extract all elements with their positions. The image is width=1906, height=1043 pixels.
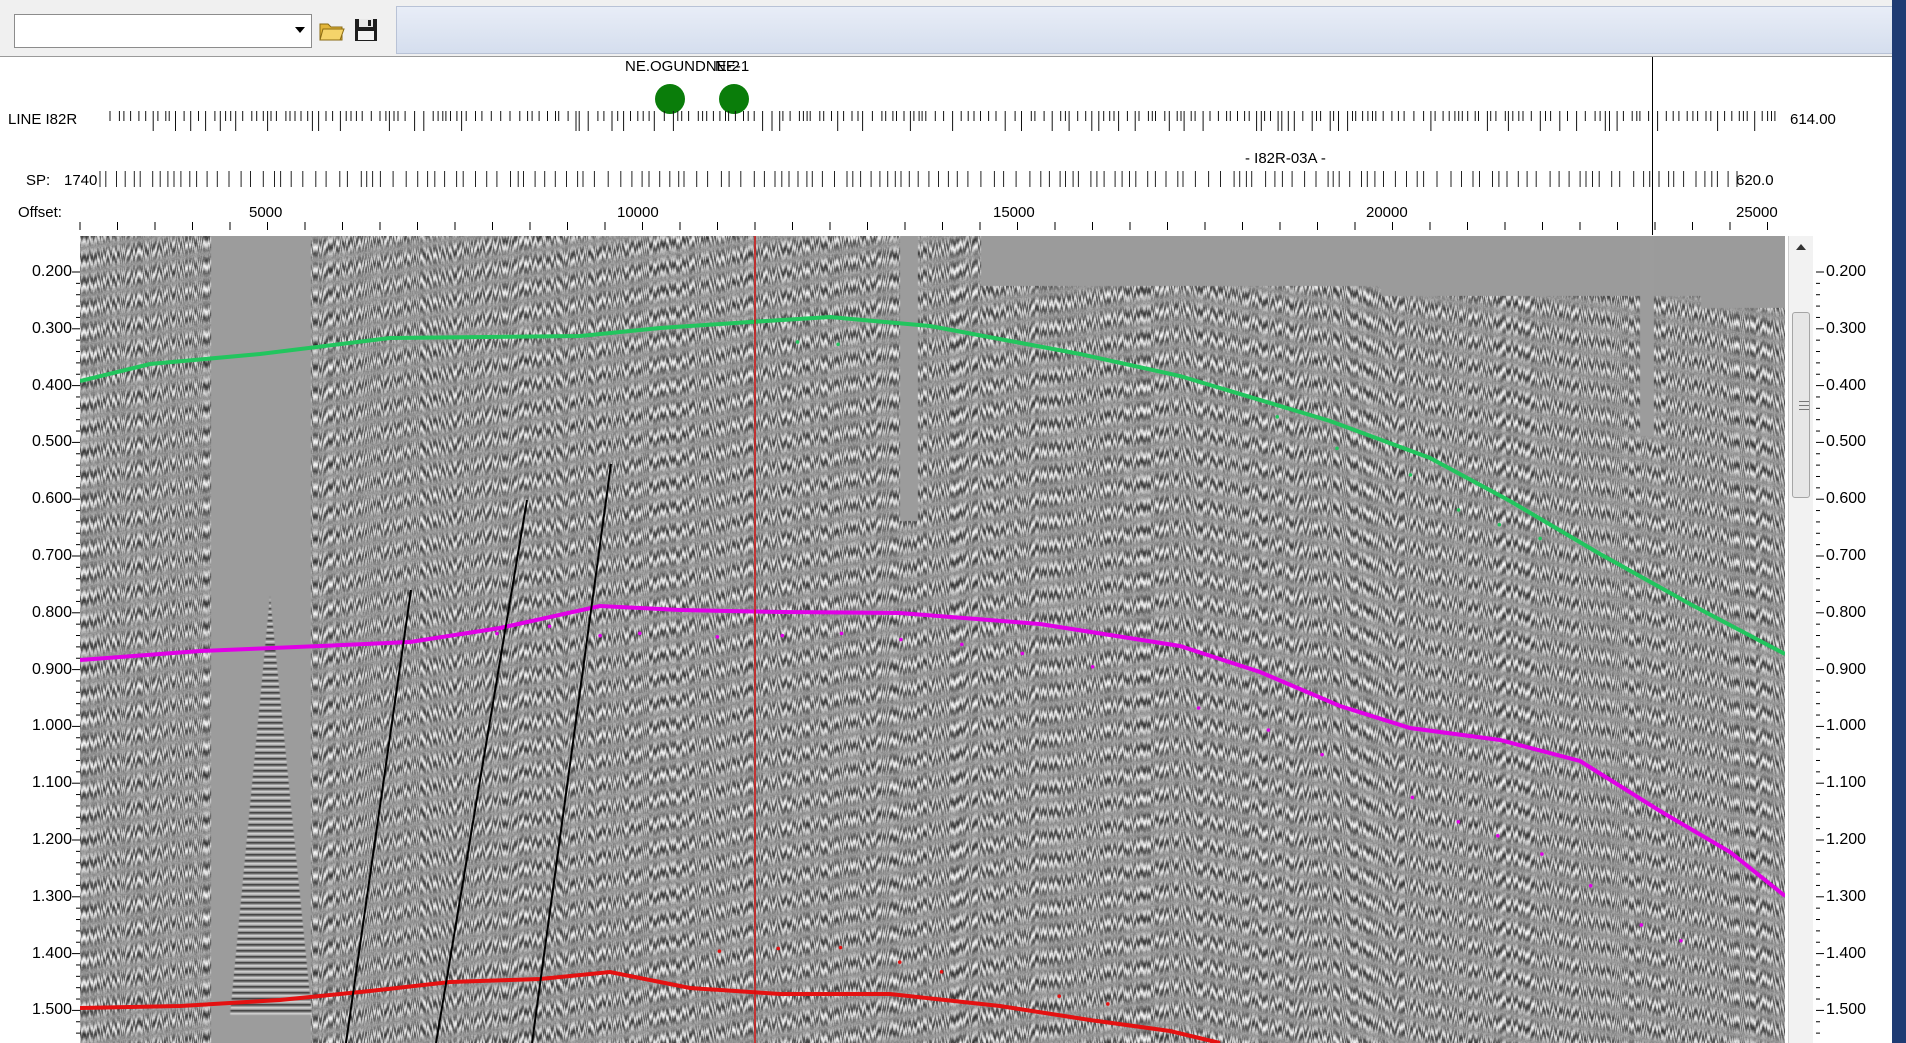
offset-tick-label: 20000 xyxy=(1366,204,1408,221)
well-markers xyxy=(655,84,749,114)
well-marker-icon[interactable] xyxy=(719,84,749,114)
time-axis-label: 0.500 xyxy=(32,433,73,450)
fault-line[interactable] xyxy=(531,463,612,1043)
offset-tick-label: 5000 xyxy=(249,204,283,221)
line-end-value: 614.00 xyxy=(1790,111,1836,128)
offset-tick-label: 25000 xyxy=(1736,204,1778,221)
well-marker-icon[interactable] xyxy=(655,84,685,114)
time-axis-label: 0.800 xyxy=(32,604,73,621)
time-axis-label: 0.400 xyxy=(1826,377,1867,394)
toolbar xyxy=(0,0,1906,57)
time-axis-label: 0.500 xyxy=(1826,433,1867,450)
vertical-scrollbar[interactable] xyxy=(1788,236,1813,1043)
time-axis-label: 1.100 xyxy=(32,774,73,791)
section-select[interactable] xyxy=(14,14,312,48)
time-axis-label: 0.200 xyxy=(1826,263,1867,280)
interpretation-overlay xyxy=(80,236,1785,1043)
time-axis-ticks xyxy=(72,271,80,1034)
time-axis-label: 0.800 xyxy=(1826,604,1867,621)
offset-tick-label: 10000 xyxy=(617,204,659,221)
time-axis-label: 0.600 xyxy=(1826,490,1867,507)
window-edge xyxy=(1892,0,1906,1043)
time-axis-label: 0.700 xyxy=(32,547,73,564)
header-divider-line xyxy=(1652,57,1653,235)
time-axis-label: 1.300 xyxy=(32,888,73,905)
sp-ticks xyxy=(99,171,1738,187)
seismic-section[interactable] xyxy=(80,236,1785,1043)
time-axis-ticks xyxy=(1816,271,1824,1034)
well-label: NE-1 xyxy=(715,58,750,75)
well-label: NE.OGUNDNE-2 xyxy=(625,58,741,75)
line-segment-label: - I82R-03A - xyxy=(1245,150,1326,167)
time-axis-label: 1.500 xyxy=(1826,1001,1867,1018)
time-axis-label: 0.300 xyxy=(1826,320,1867,337)
time-axis-label: 1.400 xyxy=(1826,945,1867,962)
time-axis-label: 1.400 xyxy=(32,945,73,962)
folder-open-icon[interactable] xyxy=(318,16,346,44)
time-axis-label: 0.700 xyxy=(1826,547,1867,564)
time-axis-label: 0.400 xyxy=(32,377,73,394)
seismic-traces-canvas[interactable] xyxy=(80,236,1785,1043)
grip-line xyxy=(1799,409,1809,410)
sp-label: SP: xyxy=(26,172,51,189)
horizon-red[interactable] xyxy=(80,969,1221,1043)
horizon-green[interactable] xyxy=(80,314,1785,656)
grip-line xyxy=(1799,405,1809,406)
line-trace-ticks xyxy=(109,111,1776,131)
scroll-up-arrow-icon[interactable] xyxy=(1796,244,1806,250)
sp-last-value: 620.0 xyxy=(1736,172,1774,189)
time-axis-label: 1.300 xyxy=(1826,888,1867,905)
time-axis-label: 1.000 xyxy=(1826,717,1867,734)
time-axis-label: 0.200 xyxy=(32,263,73,280)
scrollbar-thumb[interactable] xyxy=(1792,312,1810,498)
offset-ticks xyxy=(79,222,1768,230)
time-axis-label: 0.900 xyxy=(1826,661,1867,678)
time-axis-right: 0.200 0.300 0.400 0.500 0.600 0.700 0.80… xyxy=(1816,236,1892,1043)
time-axis-label: 1.200 xyxy=(32,831,73,848)
toolbar-blank-area xyxy=(396,6,1894,54)
offset-tick-label: 15000 xyxy=(993,204,1035,221)
line-prefix: LINE I82R xyxy=(8,111,78,128)
time-axis-label: 0.600 xyxy=(32,490,73,507)
time-axis-label: 0.900 xyxy=(32,661,73,678)
time-axis-label: 1.000 xyxy=(32,717,73,734)
offset-label: Offset: xyxy=(18,204,62,221)
sp-first-value: 1740 xyxy=(64,172,98,189)
fault-line[interactable] xyxy=(435,499,528,1043)
grip-line xyxy=(1799,401,1809,402)
section-header: NE.OGUNDNE-2 NE-1 LINE I82R 614.00 - I82… xyxy=(0,57,1892,235)
horizon-magenta[interactable] xyxy=(80,603,1785,898)
time-axis-label: 0.300 xyxy=(32,320,73,337)
time-axis-label: 1.500 xyxy=(32,1001,73,1018)
chevron-down-icon[interactable] xyxy=(295,27,305,33)
floppy-save-icon[interactable] xyxy=(352,16,380,44)
horizon-pick-dots xyxy=(495,340,1683,1006)
time-axis-label: 1.200 xyxy=(1826,831,1867,848)
time-axis-left: 0.200 0.300 0.400 0.500 0.600 0.700 0.80… xyxy=(0,236,80,1043)
fault-line[interactable] xyxy=(345,589,412,1043)
time-axis-label: 1.100 xyxy=(1826,774,1867,791)
